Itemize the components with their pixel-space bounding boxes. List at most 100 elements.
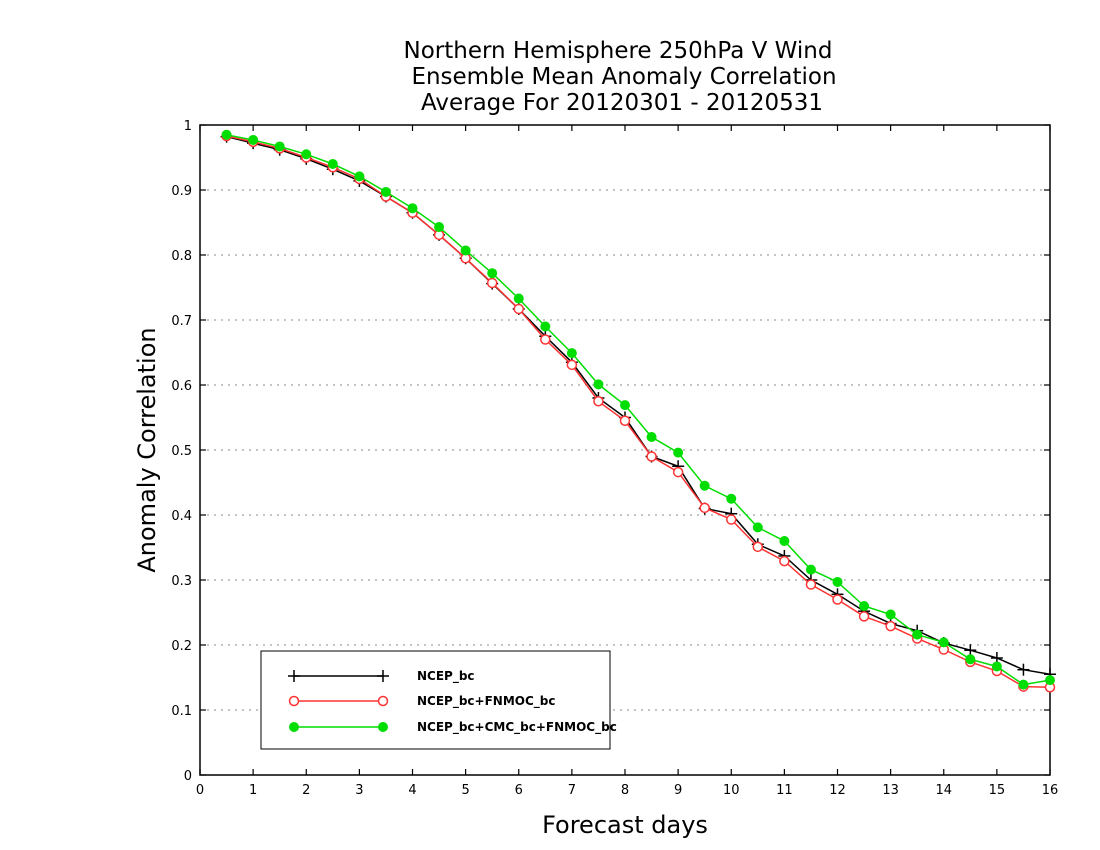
- data-point: [380, 186, 391, 197]
- data-point: [566, 359, 578, 371]
- data-point: [646, 432, 657, 442]
- chart-title-line-3: Average For 20120301 - 20120531: [421, 90, 823, 116]
- x-tick-label: 8: [621, 783, 629, 798]
- data-point: [646, 451, 657, 462]
- data-point: [377, 695, 389, 707]
- y-tick-label: 0.5: [171, 444, 192, 459]
- data-point: [540, 321, 551, 332]
- data-point: [726, 514, 737, 525]
- legend: NCEP_bc NCEP_bc+FNMOC_bc NCEP_bc+CMC_bc+FN…: [260, 650, 617, 750]
- legend-item-2: NCEP_bc+FNMOC_bc: [288, 694, 556, 709]
- data-point: [964, 644, 977, 657]
- y-gridlines: [200, 189, 1050, 711]
- legend-label: NCEP_bc: [417, 669, 475, 684]
- data-point: [593, 379, 604, 390]
- data-point: [434, 222, 445, 233]
- data-point: [1045, 675, 1055, 686]
- data-point: [248, 134, 259, 145]
- y-tick-label: 0.8: [171, 249, 192, 264]
- chart-title-line-1: Northern Hemisphere 250hPa V Wind: [404, 38, 833, 64]
- data-point: [938, 637, 949, 648]
- data-point: [486, 277, 498, 289]
- series-layer: [220, 129, 1056, 693]
- data-point: [1018, 679, 1029, 690]
- data-point: [1017, 663, 1030, 676]
- x-tick-label: 7: [568, 783, 576, 798]
- chart-title-line-2: Ensemble Mean Anomaly Correlation: [411, 64, 836, 90]
- data-point: [377, 670, 389, 682]
- data-point: [699, 480, 710, 491]
- x-tick-label: 3: [355, 783, 363, 798]
- data-point: [752, 541, 764, 553]
- y-tick-label: 0.9: [171, 184, 192, 199]
- x-tick-label: 16: [1042, 783, 1059, 798]
- data-point: [593, 396, 604, 407]
- data-point: [620, 400, 630, 411]
- data-point: [513, 293, 524, 304]
- data-point: [726, 493, 737, 504]
- y-tick-label: 0.2: [171, 639, 192, 654]
- x-axis: 0 1 2 3 4 5 6 7 8 9 10 11 12 13 14 15 16: [196, 125, 1058, 798]
- y-tick-label: 0.3: [171, 574, 192, 589]
- x-tick-label: 15: [989, 783, 1006, 798]
- data-point: [672, 466, 684, 478]
- x-tick-label: 5: [461, 783, 469, 798]
- data-point: [460, 245, 471, 256]
- data-point: [885, 609, 896, 620]
- data-point: [566, 348, 577, 359]
- y-tick-label: 0.1: [171, 704, 192, 719]
- x-axis-label: Forecast days: [542, 811, 708, 839]
- data-point: [859, 601, 870, 611]
- data-point: [779, 536, 790, 546]
- data-point: [301, 149, 312, 160]
- data-point: [327, 159, 338, 169]
- data-point: [289, 722, 299, 732]
- series-3: [221, 129, 1055, 690]
- data-point: [805, 579, 817, 590]
- data-point: [965, 654, 976, 665]
- data-point: [540, 334, 551, 345]
- data-point: [288, 670, 300, 682]
- data-point: [288, 695, 300, 707]
- data-point: [779, 555, 790, 567]
- x-tick-label: 4: [408, 783, 416, 798]
- data-point: [354, 171, 365, 182]
- data-point: [513, 303, 524, 315]
- y-tick-label: 0: [184, 769, 192, 784]
- data-point: [407, 203, 418, 214]
- series-line: [226, 135, 1051, 676]
- x-tick-label: 2: [302, 783, 310, 798]
- series-line: [226, 135, 1051, 689]
- series-line: [226, 134, 1051, 686]
- series-2: [221, 130, 1056, 693]
- legend-label: NCEP_bc+FNMOC_bc: [417, 694, 556, 709]
- legend-label: NCEP_bc+CMC_bc+FNMOC_bc: [417, 720, 617, 735]
- x-tick-label: 9: [674, 783, 682, 798]
- x-tick-label: 0: [196, 783, 204, 798]
- legend-item-3: NCEP_bc+CMC_bc+FNMOC_bc: [289, 720, 617, 735]
- x-tick-label: 10: [723, 783, 740, 798]
- chart-title: Northern Hemisphere 250hPa V Wind Ensemb…: [404, 38, 837, 116]
- data-point: [885, 620, 896, 632]
- x-tick-label: 1: [249, 783, 257, 798]
- data-point: [752, 522, 763, 533]
- y-tick-label: 0.4: [171, 509, 192, 524]
- x-tick-label: 13: [882, 783, 899, 798]
- legend-item-1: NCEP_bc: [288, 669, 475, 684]
- data-point: [619, 415, 631, 426]
- x-tick-label: 12: [829, 783, 846, 798]
- y-tick-label: 0.6: [171, 379, 192, 394]
- data-point: [487, 268, 498, 279]
- data-point: [221, 129, 232, 140]
- x-tick-label: 14: [935, 783, 952, 798]
- data-point: [832, 594, 843, 605]
- data-point: [673, 447, 684, 458]
- series-1: [220, 130, 1056, 681]
- data-point: [832, 576, 843, 587]
- data-point: [378, 722, 388, 732]
- y-axis: 0 0.1 0.2 0.3 0.4 0.5 0.6 0.7 0.8 0.9 1: [171, 119, 1050, 784]
- x-tick-label: 6: [515, 783, 523, 798]
- data-point: [991, 661, 1002, 672]
- data-point: [274, 141, 285, 152]
